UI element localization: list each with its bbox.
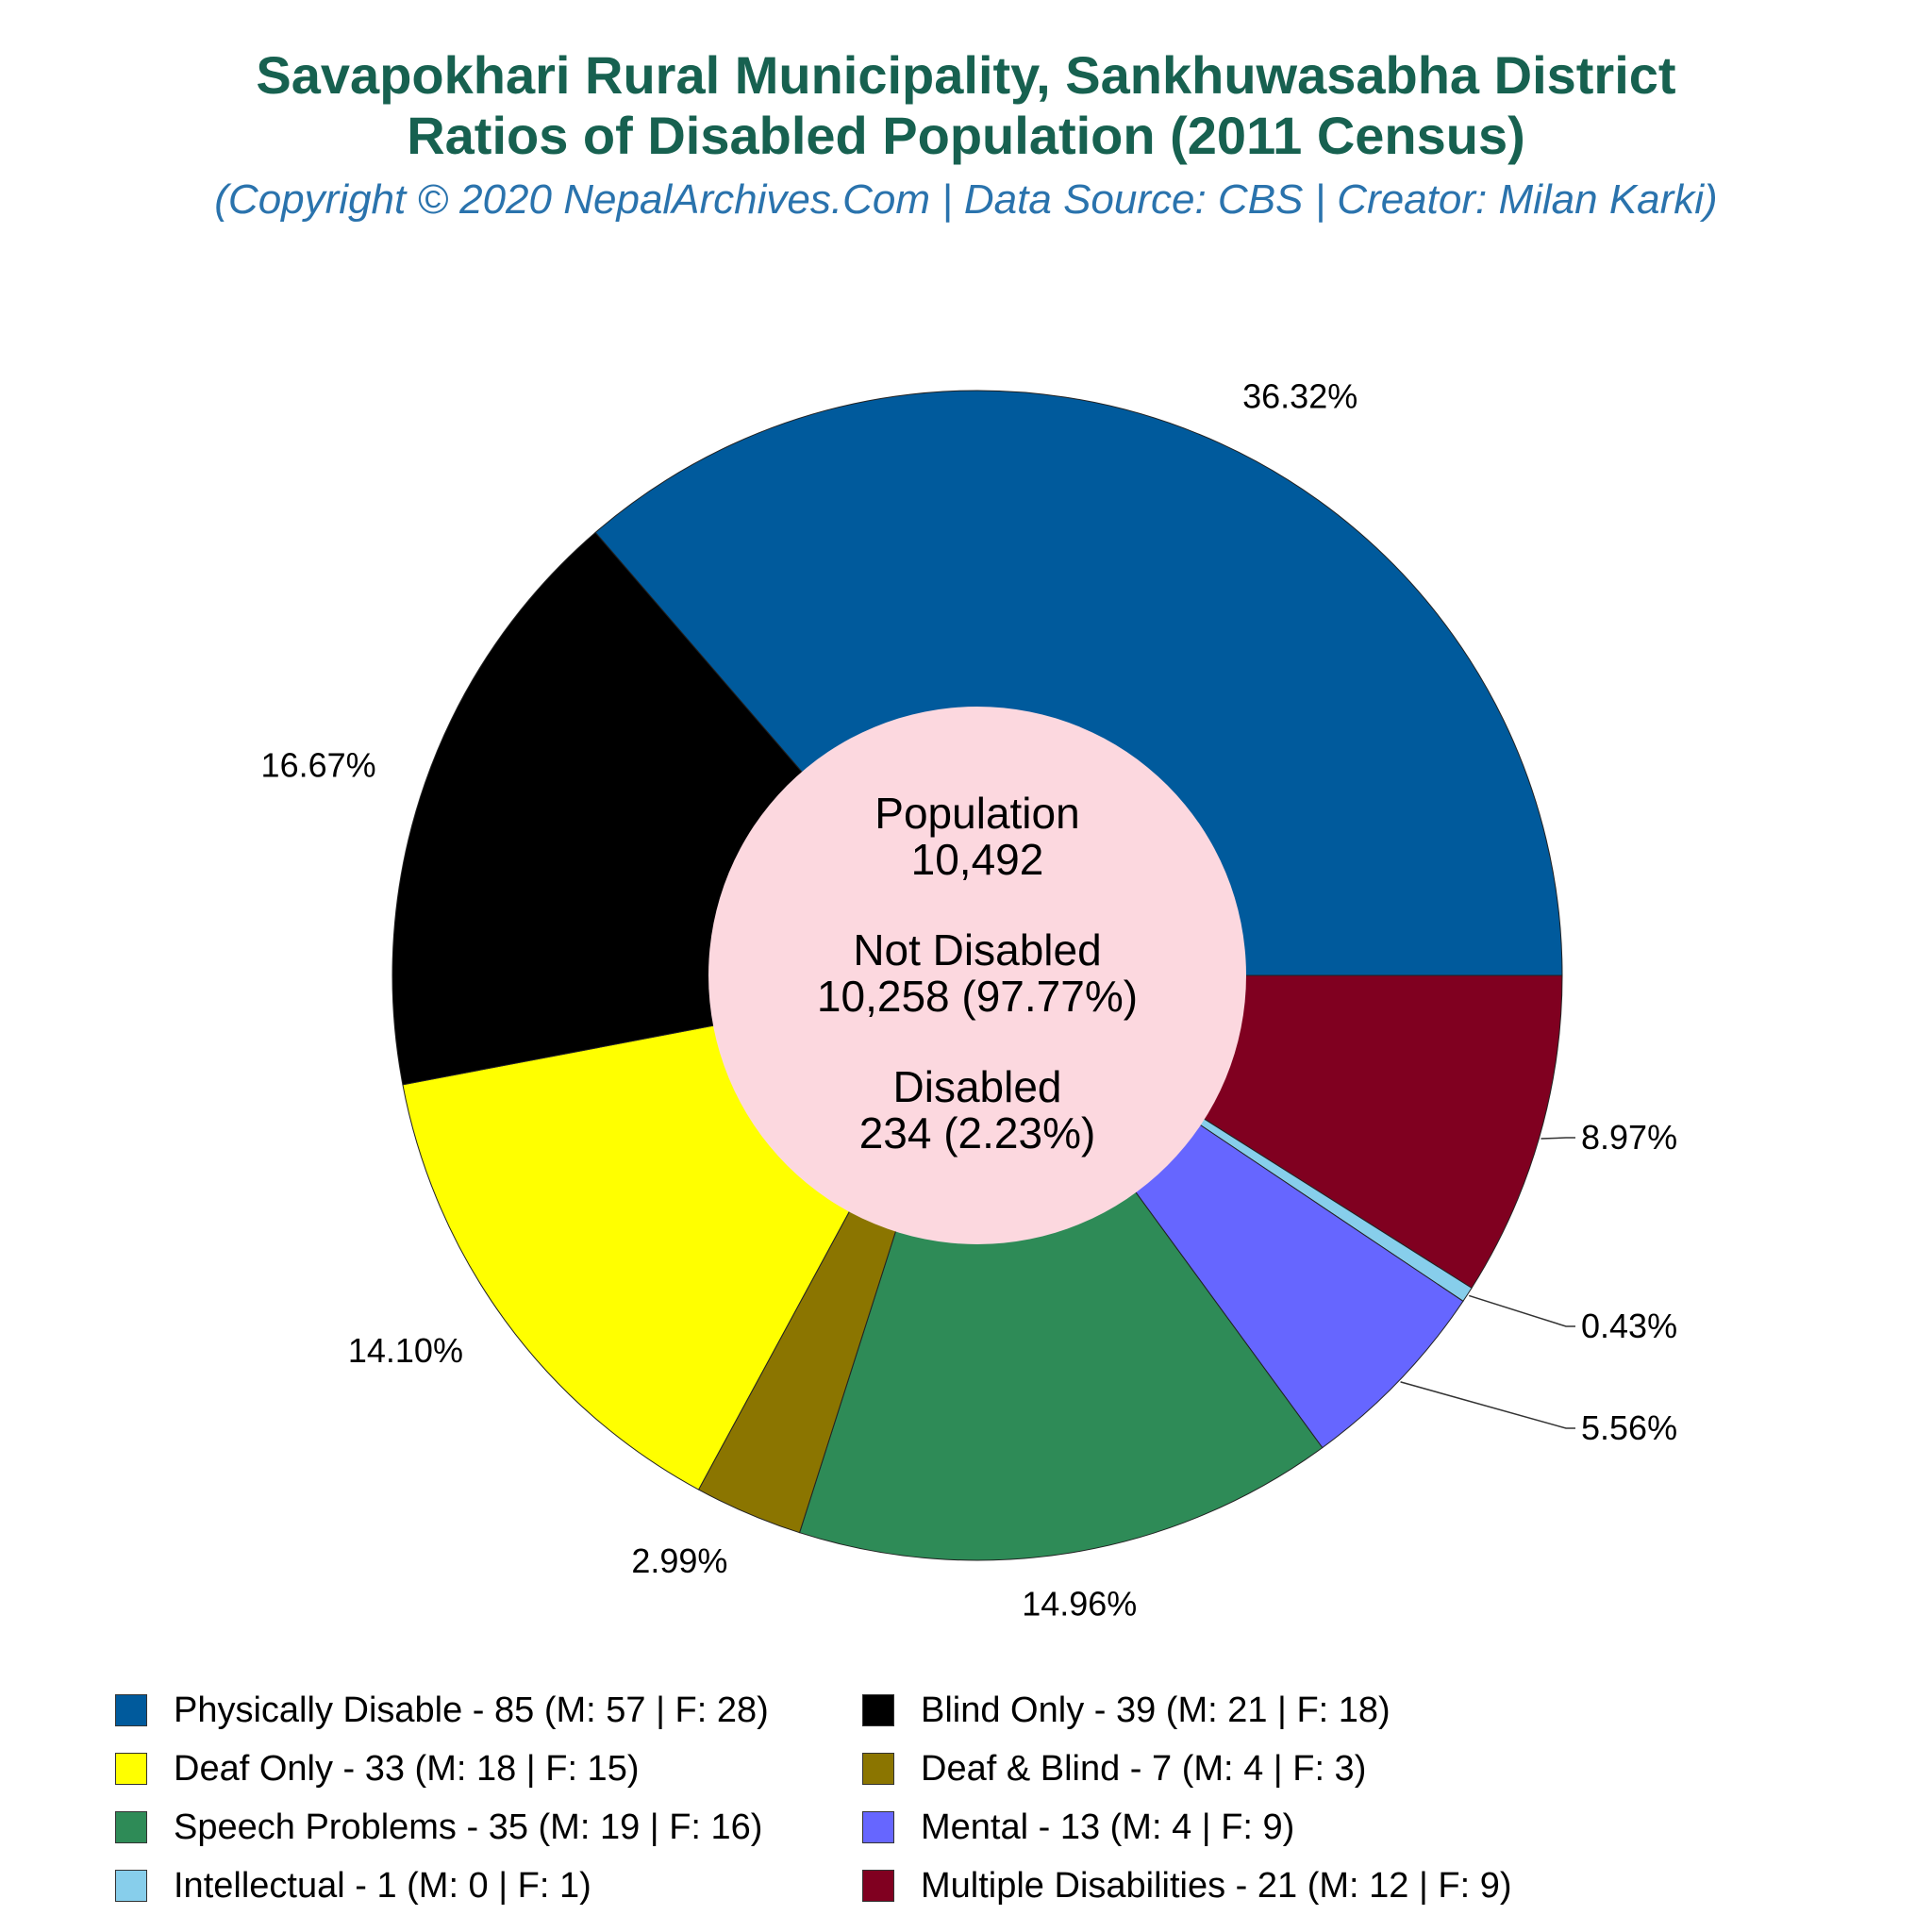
legend-item-multiple-disabilities: Multiple Disabilities - 21 (M: 12 | F: 9… <box>862 1864 1512 1907</box>
center-circle <box>708 707 1246 1244</box>
chart-title: Savapokhari Rural Municipality, Sankhuwa… <box>256 45 1676 105</box>
legend-item-mental: Mental - 13 (M: 4 | F: 9) <box>862 1806 1294 1849</box>
percent-label-physically-disable: 36.32% <box>1242 376 1357 415</box>
leader-lines-group <box>1400 1137 1575 1429</box>
leader-line-multiple-disabilities <box>1541 1137 1575 1140</box>
legend-swatch <box>862 1694 894 1726</box>
leader-line-mental <box>1400 1381 1575 1429</box>
center-disabled-label: Disabled <box>893 1062 1062 1111</box>
percent-label-mental: 5.56% <box>1581 1408 1677 1447</box>
legend-swatch <box>115 1694 147 1726</box>
legend-label: Deaf & Blind - 7 (M: 4 | F: 3) <box>921 1748 1367 1789</box>
center-summary: Population 10,492 Not Disabled 10,258 (9… <box>817 789 1138 1158</box>
center-not-disabled-label: Not Disabled <box>853 925 1101 974</box>
legend-label: Deaf Only - 33 (M: 18 | F: 15) <box>174 1748 640 1789</box>
slice-speech-problems <box>798 974 1324 1561</box>
center-not-disabled-value: 10,258 (97.77%) <box>817 972 1138 1021</box>
legend-item-speech-problems: Speech Problems - 35 (M: 19 | F: 16) <box>115 1806 762 1849</box>
legend-item-deaf-blind: Deaf & Blind - 7 (M: 4 | F: 3) <box>862 1747 1366 1790</box>
slice-physically-disable <box>594 390 1563 976</box>
percent-label-speech-problems: 14.96% <box>1022 1584 1137 1623</box>
slices-group <box>391 390 1563 1561</box>
legend-item-physically-disable: Physically Disable - 85 (M: 57 | F: 28) <box>115 1689 769 1732</box>
chart-credit: (Copyright © 2020 NepalArchives.Com | Da… <box>214 176 1718 223</box>
legend-label: Blind Only - 39 (M: 21 | F: 18) <box>921 1690 1391 1730</box>
legend-item-deaf-only: Deaf Only - 33 (M: 18 | F: 15) <box>115 1747 639 1790</box>
legend-swatch <box>862 1870 894 1902</box>
legend-swatch <box>115 1753 147 1785</box>
percent-labels-group: 36.32% 8.97% 0.43% 5.56% 14.96% 2.99% 14.10% 16… <box>261 376 1678 1623</box>
percent-label-blind-only: 16.67% <box>261 746 376 785</box>
legend-label: Mental - 13 (M: 4 | F: 9) <box>921 1807 1295 1847</box>
legend-label: Physically Disable - 85 (M: 57 | F: 28) <box>174 1690 769 1730</box>
legend-item-intellectual: Intellectual - 1 (M: 0 | F: 1) <box>115 1864 591 1907</box>
center-population-value: 10,492 <box>911 835 1044 884</box>
legend-swatch <box>115 1870 147 1902</box>
legend-item-blind-only: Blind Only - 39 (M: 21 | F: 18) <box>862 1689 1391 1732</box>
leader-line-intellectual <box>1468 1294 1575 1327</box>
legend-swatch <box>862 1811 894 1843</box>
center-disabled-value: 234 (2.23%) <box>859 1108 1096 1158</box>
center-population-label: Population <box>874 789 1079 838</box>
legend-swatch <box>862 1753 894 1785</box>
chart-subtitle: Ratios of Disabled Population (2011 Cens… <box>407 106 1525 165</box>
legend-label: Multiple Disabilities - 21 (M: 12 | F: 9… <box>921 1865 1512 1906</box>
percent-label-deaf-blind: 2.99% <box>631 1541 727 1580</box>
percent-label-multiple-disabilities: 8.97% <box>1581 1118 1677 1157</box>
percent-label-intellectual: 0.43% <box>1581 1307 1677 1345</box>
legend-label: Speech Problems - 35 (M: 19 | F: 16) <box>174 1807 763 1847</box>
percent-label-deaf-only: 14.10% <box>348 1331 463 1370</box>
legend-label: Intellectual - 1 (M: 0 | F: 1) <box>174 1865 591 1906</box>
legend-swatch <box>115 1811 147 1843</box>
